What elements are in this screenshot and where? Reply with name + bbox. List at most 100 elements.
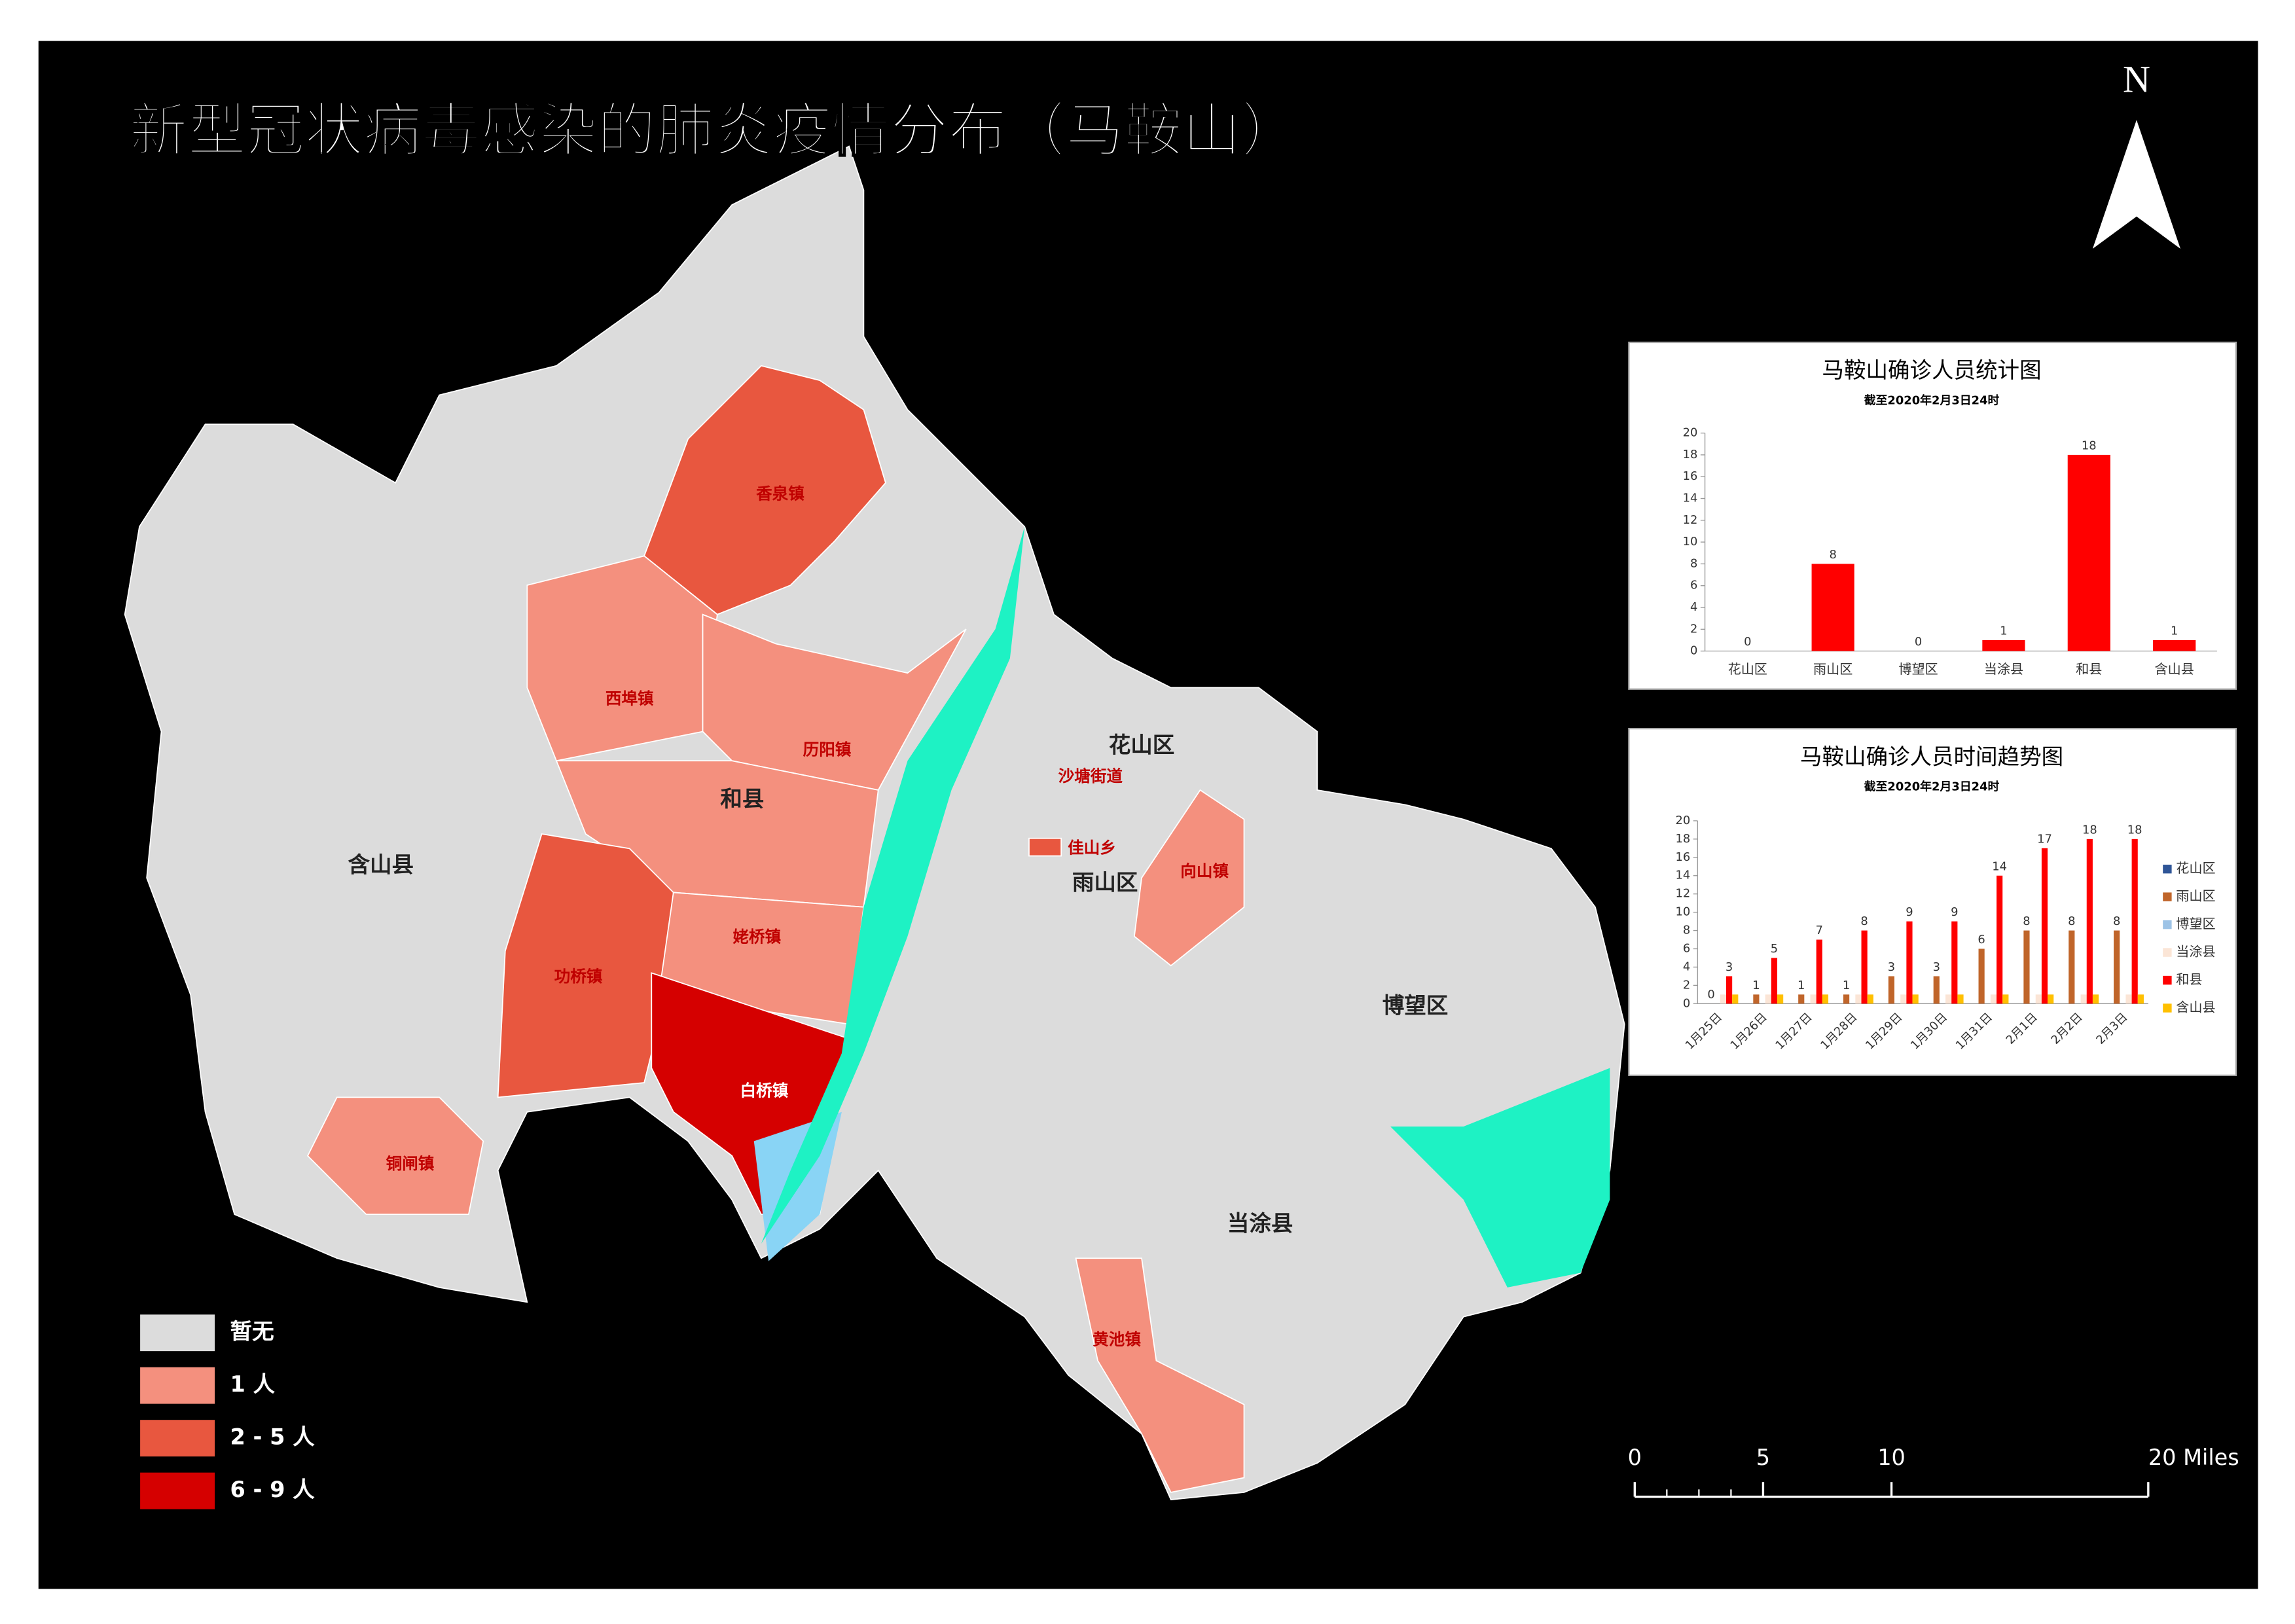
y-tick-label: 0 (1683, 996, 1690, 1010)
y-tick-label: 16 (1683, 469, 1698, 483)
legend-swatch (138, 1418, 217, 1458)
y-tick-label: 10 (1683, 535, 1698, 549)
data-label: 8 (1829, 548, 1836, 562)
lake (1390, 1068, 1610, 1288)
bar (2153, 640, 2196, 651)
data-label: 18 (2082, 823, 2097, 837)
data-label: 6 (1978, 933, 1985, 947)
bar (1957, 994, 1964, 1004)
map-label: 博望区 (1382, 992, 1449, 1018)
town-area (306, 1096, 484, 1216)
charts: 马鞍山确诊人员统计图截至2020年2月3日24时0246810121416182… (1628, 341, 2237, 1076)
chart-subtitle: 截至2020年2月3日24时 (1864, 393, 2000, 407)
legend-swatch (2163, 975, 2172, 985)
bar (1990, 994, 1997, 1004)
bar (1982, 640, 2025, 651)
scale-label: 20 Miles (2148, 1445, 2239, 1470)
data-label: 5 (1771, 942, 1778, 956)
legend-swatch (2163, 948, 2172, 957)
bar (1978, 948, 1985, 1004)
data-label: 9 (1906, 905, 1913, 919)
bar (1861, 930, 1868, 1004)
legend-swatch (2163, 1003, 2172, 1013)
y-tick-label: 14 (1683, 492, 1698, 505)
map-label: 雨山区 (1072, 870, 1138, 895)
scale-label: 0 (1628, 1445, 1642, 1470)
scale-label: 10 (1877, 1445, 1906, 1470)
data-label: 1 (1798, 979, 1805, 992)
bar (1855, 994, 1862, 1004)
bar (1906, 921, 1913, 1004)
town-area (702, 613, 967, 791)
bar (1997, 875, 2003, 1004)
y-tick-label: 10 (1675, 905, 1690, 919)
chart-title: 马鞍山确诊人员统计图 (1822, 357, 2041, 383)
data-label: 14 (1992, 859, 2007, 873)
legend-swatch (138, 1313, 217, 1353)
y-tick-label: 8 (1690, 556, 1697, 570)
bar (2067, 454, 2110, 651)
x-tick-label: 花山区 (1728, 661, 1767, 677)
town-area (643, 365, 886, 615)
y-tick-label: 6 (1683, 941, 1690, 955)
legend-swatch (138, 1471, 217, 1511)
y-tick-label: 20 (1675, 814, 1690, 827)
data-label: 3 (1933, 960, 1940, 974)
data-label: 3 (1726, 960, 1733, 974)
map-label: 当涂县 (1227, 1210, 1293, 1236)
data-label: 1 (1843, 979, 1850, 992)
map-label: 黄池镇 (1093, 1329, 1141, 1348)
bar (2080, 994, 2087, 1004)
legend-label: 2 - 5 人 (230, 1424, 316, 1450)
data-label: 1 (2000, 624, 2007, 638)
data-label: 3 (1888, 960, 1895, 974)
data-label: 1 (2171, 624, 2178, 638)
town-area (1075, 1257, 1245, 1493)
map-label: 佳山乡 (1068, 838, 1116, 857)
legend-label: 暂无 (230, 1319, 274, 1344)
data-label: 17 (2037, 832, 2052, 846)
bar (1900, 994, 1907, 1004)
map-label: 花山区 (1109, 732, 1175, 757)
bar (2125, 994, 2132, 1004)
bar (1753, 994, 1760, 1004)
river (761, 526, 1025, 1244)
x-tick-label: 当涂县 (1984, 661, 2023, 677)
map-label: 西埠镇 (605, 689, 654, 708)
bar (2086, 839, 2093, 1004)
map-label: 姥桥镇 (732, 928, 781, 947)
y-tick-label: 18 (1675, 832, 1690, 846)
data-label: 18 (2127, 823, 2142, 837)
bar (1720, 994, 1727, 1004)
town-area (1028, 837, 1062, 857)
y-tick-label: 14 (1675, 869, 1690, 882)
data-label: 18 (2082, 439, 2097, 452)
bar (2114, 930, 2120, 1004)
y-tick-label: 2 (1683, 978, 1690, 992)
y-tick-label: 8 (1683, 924, 1690, 937)
y-tick-label: 4 (1690, 600, 1697, 614)
bar (1867, 994, 1873, 1004)
town-area (1133, 789, 1245, 967)
y-tick-label: 20 (1683, 426, 1698, 440)
y-tick-label: 12 (1683, 513, 1698, 527)
map-label: 白桥镇 (740, 1081, 789, 1100)
bar (1811, 564, 1854, 651)
bar (1888, 976, 1895, 1004)
bar (1726, 976, 1733, 1004)
map-label: 铜闸镇 (386, 1154, 435, 1173)
x-tick-label: 博望区 (1898, 661, 1938, 677)
map-label: 历阳镇 (803, 740, 852, 759)
bar (1798, 994, 1805, 1004)
bar (2131, 839, 2138, 1004)
bar (1951, 921, 1958, 1004)
bar (1945, 994, 1952, 1004)
bar (1822, 994, 1829, 1004)
legend-label: 含山县 (2176, 1000, 2215, 1015)
bar (2048, 994, 2054, 1004)
x-tick-label: 雨山区 (1813, 661, 1852, 677)
data-label: 0 (1915, 635, 1922, 649)
bar (2092, 994, 2099, 1004)
chart-box (1628, 341, 2237, 690)
